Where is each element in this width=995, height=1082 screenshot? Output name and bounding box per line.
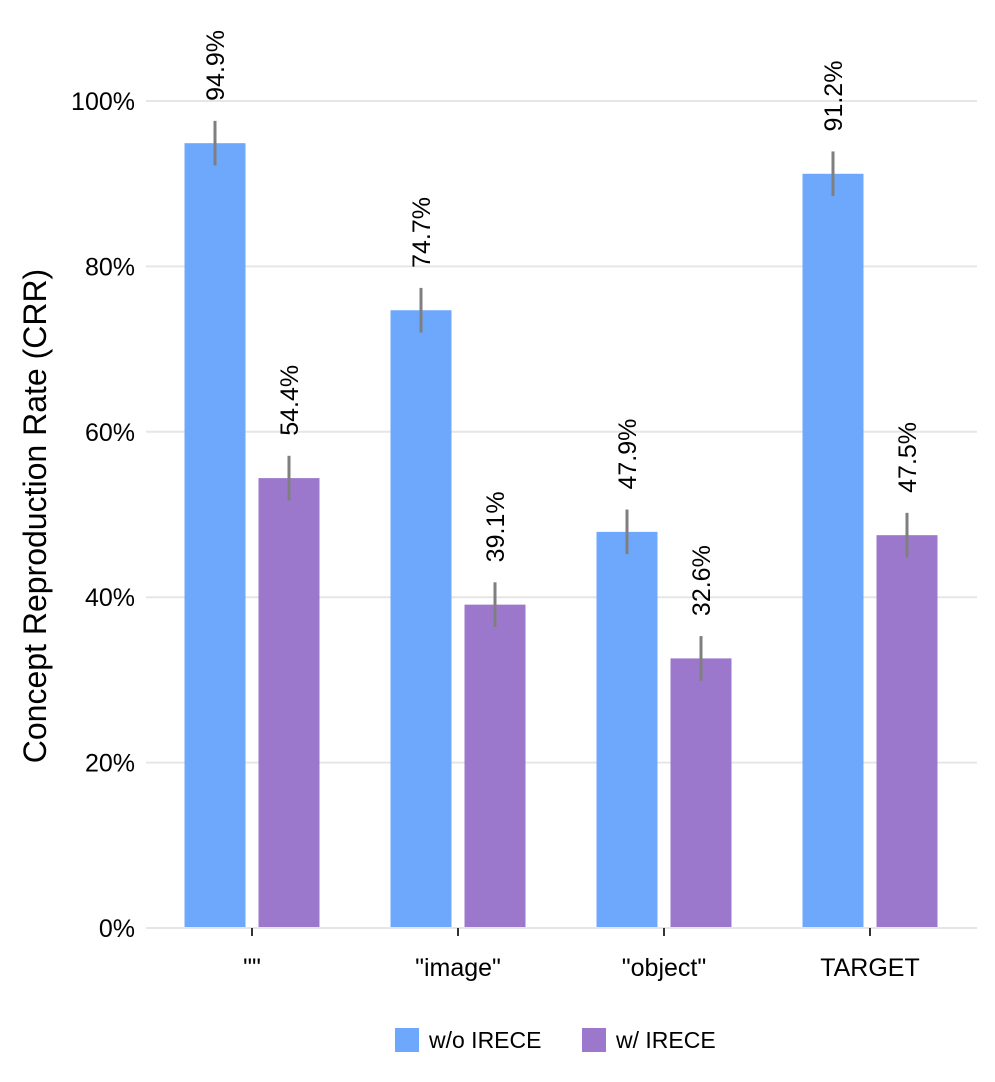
legend-label-w-o-irece: w/o IRECE xyxy=(428,1027,541,1053)
data-label: 47.5% xyxy=(894,422,922,493)
data-label: 54.4% xyxy=(276,365,304,436)
error-bars xyxy=(213,120,909,681)
y-axis-label: Concept Reproduction Rate (CRR) xyxy=(17,269,53,763)
y-tick-label: 100% xyxy=(71,88,135,116)
legend-label-w-irece: w/ IRECE xyxy=(615,1027,716,1053)
bar xyxy=(670,658,732,928)
data-label: 47.9% xyxy=(614,419,642,490)
y-tick-label: 80% xyxy=(85,253,135,281)
x-axis-ticks: "" "image" "object" TARGET xyxy=(243,928,920,982)
bar xyxy=(390,310,452,929)
bar xyxy=(258,478,320,928)
legend: w/o IRECE w/ IRECE xyxy=(395,1027,716,1053)
y-tick-label: 40% xyxy=(85,584,135,612)
bar xyxy=(184,143,246,928)
data-label: 94.9% xyxy=(202,30,230,101)
data-label: 91.2% xyxy=(820,61,848,132)
legend-swatch-w-irece xyxy=(582,1028,606,1052)
y-tick-label: 60% xyxy=(85,419,135,447)
data-label: 32.6% xyxy=(688,545,716,616)
bars xyxy=(184,143,938,929)
legend-swatch-w-o-irece xyxy=(395,1028,419,1052)
x-tick-label: "image" xyxy=(415,954,501,982)
y-tick-label: 20% xyxy=(85,750,135,778)
data-label: 74.7% xyxy=(408,197,436,268)
x-tick-label: TARGET xyxy=(820,954,920,982)
bar xyxy=(802,173,864,928)
bar xyxy=(876,535,938,928)
bar xyxy=(596,531,658,928)
bar xyxy=(464,604,526,928)
y-tick-label: 0% xyxy=(99,915,135,943)
x-tick-label: "" xyxy=(243,954,261,982)
value-labels: 94.9% 54.4% 74.7% 39.1% 47.9% 32.6% 91.2% 47.5% xyxy=(202,30,922,616)
x-tick-label: "object" xyxy=(622,954,706,982)
data-label: 39.1% xyxy=(482,491,510,562)
y-axis-ticks: 0% 20% 40% 60% 80% 100% xyxy=(71,88,135,943)
